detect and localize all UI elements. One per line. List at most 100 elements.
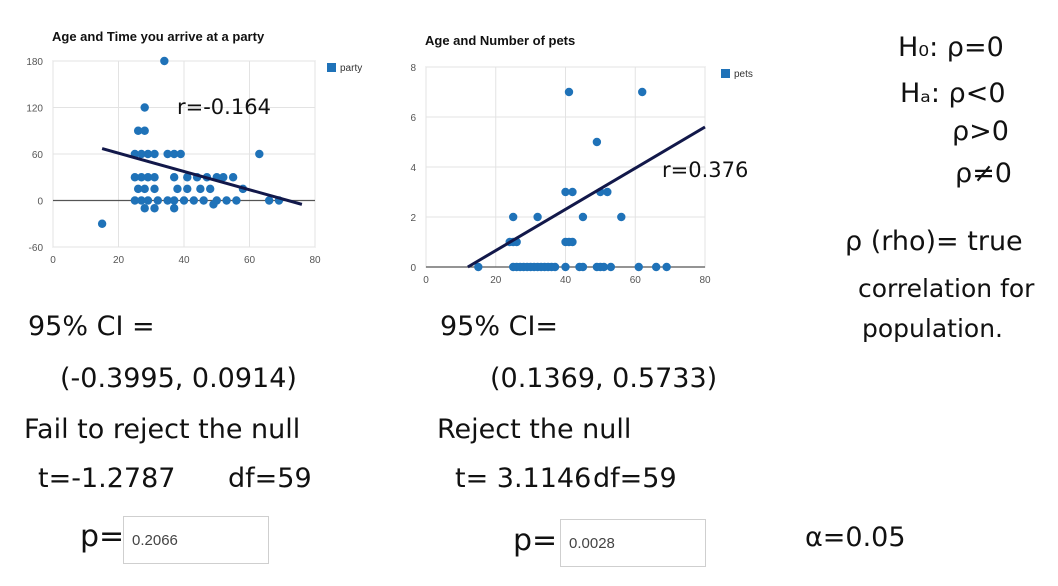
y-tick-label: 4 [410,163,416,174]
data-point [150,184,159,194]
left-ci-label: 95% CI = [28,311,155,342]
r-annotation: r=0.376 [662,158,748,182]
x-tick-label: 60 [244,255,256,266]
data-point [169,149,179,159]
data-point [599,262,609,272]
legend-swatch [327,63,336,72]
data-point [550,262,560,272]
data-point [255,149,264,159]
data-point [137,196,146,205]
chart-title: Age and Number of pets [425,33,575,48]
data-point [183,173,192,182]
data-point [140,103,149,112]
data-point [232,196,241,205]
data-point [568,187,577,197]
data-point [150,204,159,213]
middle-p-value-field[interactable]: 0.0028 [560,519,706,567]
chart-pets: 0 20 40 60 80 0 2 4 6 8 Age and Number of pets pets… [410,33,752,286]
middle-ci-label: 95% CI= [440,311,559,342]
middle-ci-value: (0.1369, 0.5733) [490,363,718,394]
data-point [651,262,661,272]
data-point [578,212,588,222]
data-point [137,149,146,159]
data-point [150,149,159,159]
data-point [568,237,577,247]
alt-hypothesis: Hₐ: ρ<0 [900,78,1006,109]
data-point [222,196,231,205]
left-df: df=59 [228,463,312,494]
data-point [206,184,215,194]
data-point [140,184,149,194]
data-point [199,196,208,205]
data-point [662,262,671,272]
left-p-value-field[interactable]: 0.2066 [123,516,269,564]
data-point [133,126,143,135]
data-point [617,212,626,222]
data-point [133,184,143,194]
data-point [169,196,179,205]
trend-line [101,147,303,206]
data-point [634,262,643,272]
y-tick-label: 8 [410,63,416,74]
y-tick-label: 6 [410,113,416,124]
data-point [638,87,647,97]
data-point [143,149,153,159]
middle-decision: Reject the null [437,414,632,445]
data-point [140,126,149,135]
data-point [533,212,542,222]
rho-definition-2: correlation for [858,274,1035,303]
data-point [561,262,570,272]
data-point [143,173,153,182]
data-point [163,149,172,159]
y-tick-label: 2 [410,213,416,224]
legend-label: pets [734,69,753,80]
null-hypothesis: H₀: ρ=0 [898,32,1004,63]
y-tick-label: 0 [410,263,416,274]
rho-definition-3: population. [862,314,1003,343]
left-p-label: p= [80,519,125,554]
data-point [153,196,162,205]
x-tick-label: 0 [50,255,56,266]
data-point [603,187,612,197]
data-point [130,173,140,182]
alpha-level: α=0.05 [805,522,906,553]
chart-party: 0 20 40 60 80 -60 0 60 120 180 Age and Time you ar… [26,29,362,266]
data-point [150,173,159,182]
y-tick-label: -60 [29,243,44,254]
middle-t-stat: t= 3.1146 [455,463,592,494]
left-ci-value: (-0.3995, 0.0914) [60,363,297,394]
r-annotation: r=-0.164 [177,95,271,119]
alt-hypothesis-greater: ρ>0 [952,116,1009,147]
x-tick-label: 80 [699,275,711,286]
x-tick-label: 60 [630,275,642,286]
legend-label: party [340,63,362,74]
y-tick-label: 120 [26,104,43,115]
x-tick-label: 40 [178,255,190,266]
data-point [209,200,218,209]
data-point [606,262,616,272]
data-point [143,196,153,205]
data-point [176,149,185,159]
y-tick-label: 60 [32,150,44,161]
left-decision: Fail to reject the null [24,414,301,445]
left-t-stat: t=-1.2787 [38,463,176,494]
data-point [578,262,588,272]
data-point [160,56,169,66]
y-tick-label: 180 [26,57,43,68]
legend-swatch [721,69,730,78]
chart-title: Age and Time you arrive at a party [52,29,265,44]
alt-hypothesis-noteq: ρ≠0 [955,158,1012,189]
x-tick-label: 20 [113,255,125,266]
data-point [130,196,140,205]
y-tick-label: 0 [37,197,43,208]
data-point [137,173,146,182]
data-point [228,173,238,182]
data-point [561,187,570,197]
data-point [183,184,192,194]
data-point [264,196,274,205]
trend-line [467,125,706,269]
x-tick-label: 80 [309,255,321,266]
x-tick-label: 0 [423,275,429,286]
data-point [140,204,149,213]
